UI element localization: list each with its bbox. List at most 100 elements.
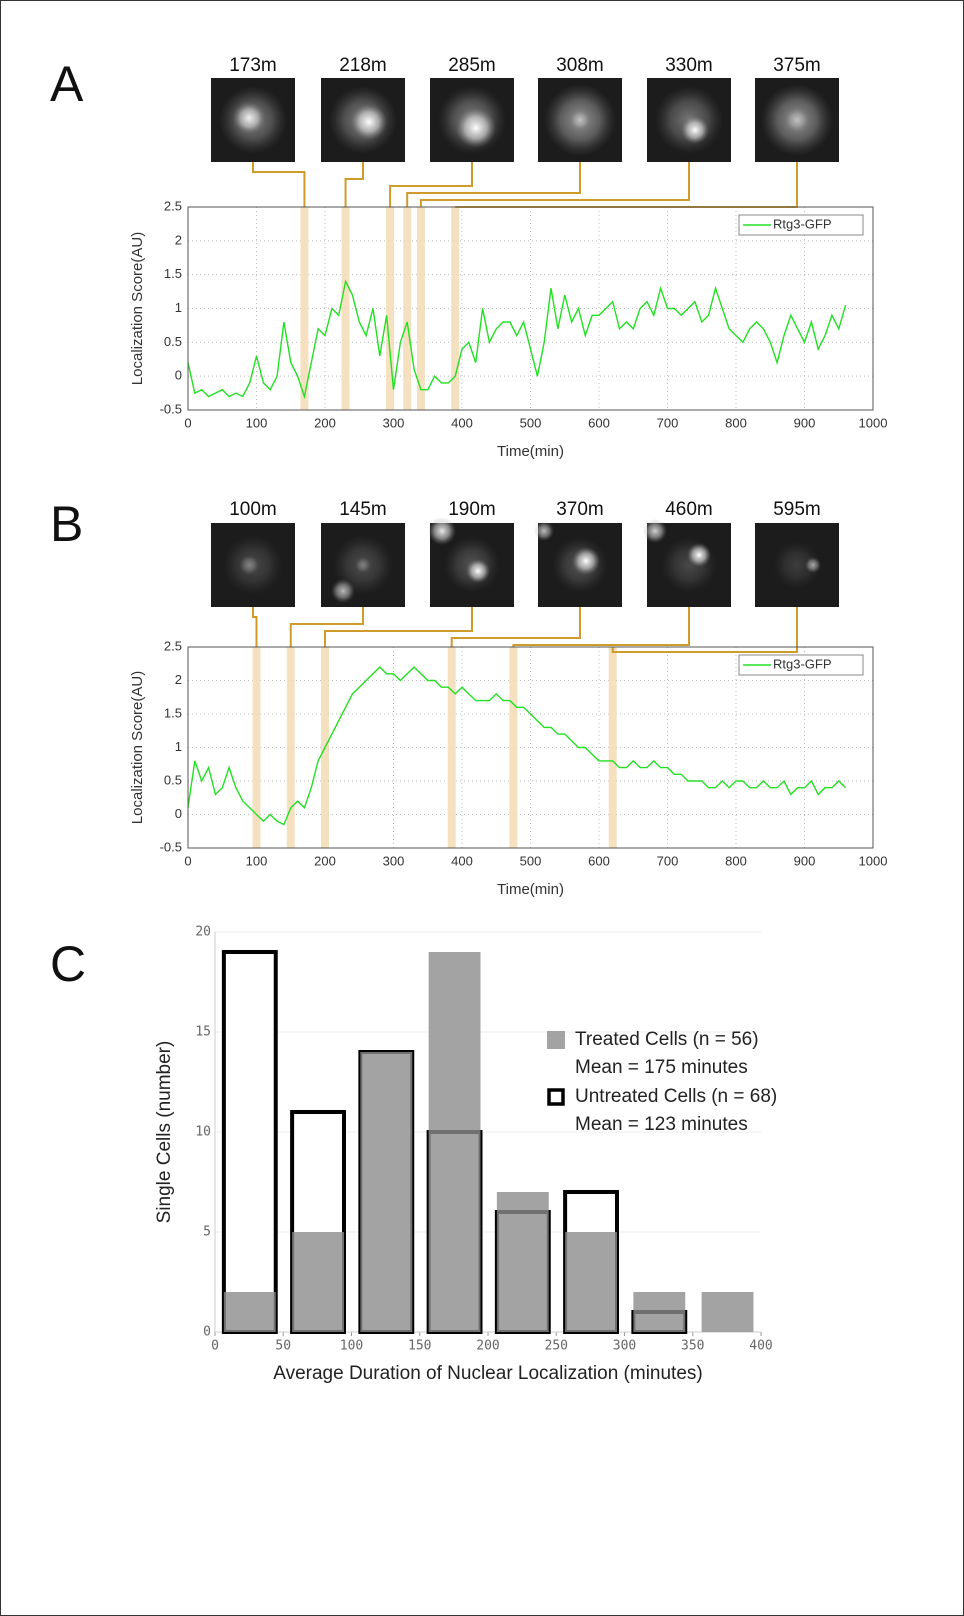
connector <box>450 607 581 647</box>
y-tick-label: 1.5 <box>164 266 182 281</box>
x-tick-label: 400 <box>451 415 473 430</box>
connector <box>324 607 473 647</box>
x-tick-label: 150 <box>408 1339 431 1354</box>
frame-label: 145m <box>339 499 387 520</box>
microscopy-image <box>321 78 405 162</box>
x-tick-label: 100 <box>246 853 268 868</box>
x-tick-label: 600 <box>588 415 610 430</box>
connector <box>611 607 798 653</box>
image-blob <box>687 543 711 567</box>
panel-label: A <box>50 56 84 112</box>
data-line <box>187 279 847 400</box>
highlight-band <box>403 207 412 410</box>
histogram-bar <box>360 1052 413 1332</box>
x-tick-label: 0 <box>211 1339 219 1354</box>
connector <box>252 607 258 647</box>
frame-label: 460m <box>665 499 713 520</box>
image-blob <box>331 579 355 603</box>
x-axis-label: Time(min) <box>497 443 564 460</box>
highlight-band <box>386 207 395 410</box>
panel-label: B <box>50 496 83 552</box>
highlight-band <box>608 647 617 848</box>
image-blob <box>785 108 809 132</box>
x-tick-label: 200 <box>476 1339 499 1354</box>
x-tick-label: 50 <box>275 1339 291 1354</box>
x-tick-label: 0 <box>184 415 191 430</box>
microscopy-image <box>321 523 405 607</box>
y-tick-label: 1 <box>175 300 182 315</box>
frame-label: 330m <box>665 55 713 76</box>
frame-label: 595m <box>773 499 821 520</box>
histogram-bar <box>496 1192 549 1332</box>
legend-box <box>738 214 864 236</box>
histogram-bar <box>701 1292 754 1332</box>
y-tick-label: 1.5 <box>164 705 182 720</box>
legend-label: Treated Cells (n = 56) <box>575 1029 759 1050</box>
image-blob <box>572 547 600 575</box>
legend-box <box>738 654 864 676</box>
connector <box>512 607 690 647</box>
image-blob <box>466 559 490 583</box>
y-tick-label: 0.5 <box>164 772 182 787</box>
y-tick-label: 2 <box>175 232 182 247</box>
x-tick-label: 200 <box>314 853 336 868</box>
x-tick-label: 400 <box>451 853 473 868</box>
x-tick-label: 400 <box>749 1339 772 1354</box>
y-axis-label: Localization Score(AU) <box>129 671 146 824</box>
microscopy-image <box>643 519 731 607</box>
x-tick-label: 1000 <box>859 853 888 868</box>
x-tick-label: 500 <box>520 853 542 868</box>
connector <box>289 607 364 647</box>
legend-swatch <box>547 1088 565 1106</box>
image-blob <box>643 519 667 543</box>
highlight-band <box>286 647 295 848</box>
plot-border <box>187 206 874 411</box>
image-blob <box>570 110 590 130</box>
connector <box>389 162 473 207</box>
y-tick-label: 0 <box>175 806 182 821</box>
image-blob <box>351 104 387 140</box>
image-blob <box>534 521 554 541</box>
highlight-band <box>416 207 425 410</box>
connector <box>344 162 364 207</box>
x-tick-label: 700 <box>657 415 679 430</box>
y-tick-label: 15 <box>195 1025 211 1040</box>
x-tick-label: 700 <box>657 853 679 868</box>
image-blob <box>681 116 709 144</box>
y-tick-label: -0.5 <box>160 839 182 854</box>
microscopy-image <box>755 523 839 607</box>
frame-label: 285m <box>448 55 496 76</box>
highlight-band <box>451 207 460 410</box>
y-tick-label: 10 <box>195 1125 211 1140</box>
x-tick-label: 200 <box>314 415 336 430</box>
histogram-bar <box>565 1232 617 1332</box>
image-blob <box>805 557 821 573</box>
legend-note: Mean = 123 minutes <box>575 1114 748 1135</box>
connector <box>419 162 690 207</box>
highlight-band <box>447 647 456 848</box>
legend-label: Untreated Cells (n = 68) <box>575 1086 777 1107</box>
highlight-band <box>341 207 350 410</box>
x-tick-label: 300 <box>383 415 405 430</box>
histogram-bar <box>221 950 278 1334</box>
image-blob <box>428 517 456 545</box>
x-tick-label: 300 <box>613 1339 636 1354</box>
x-tick-label: 800 <box>725 853 747 868</box>
y-tick-label: -0.5 <box>160 401 182 416</box>
frame-label: 173m <box>229 55 277 76</box>
frame-label: 375m <box>773 55 821 76</box>
x-tick-label: 100 <box>246 415 268 430</box>
x-tick-label: 800 <box>725 415 747 430</box>
histogram-bar <box>292 1232 344 1332</box>
x-tick-label: 900 <box>794 853 816 868</box>
histogram-bar <box>633 1292 686 1332</box>
x-tick-label: 350 <box>681 1339 704 1354</box>
microscopy-image <box>755 78 839 162</box>
x-tick-label: 0 <box>184 853 191 868</box>
microscopy-image <box>534 521 622 607</box>
highlight-band <box>509 647 518 848</box>
x-tick-label: 300 <box>383 853 405 868</box>
legend-label: Rtg3-GFP <box>773 656 832 671</box>
y-axis-label: Localization Score(AU) <box>129 232 146 385</box>
